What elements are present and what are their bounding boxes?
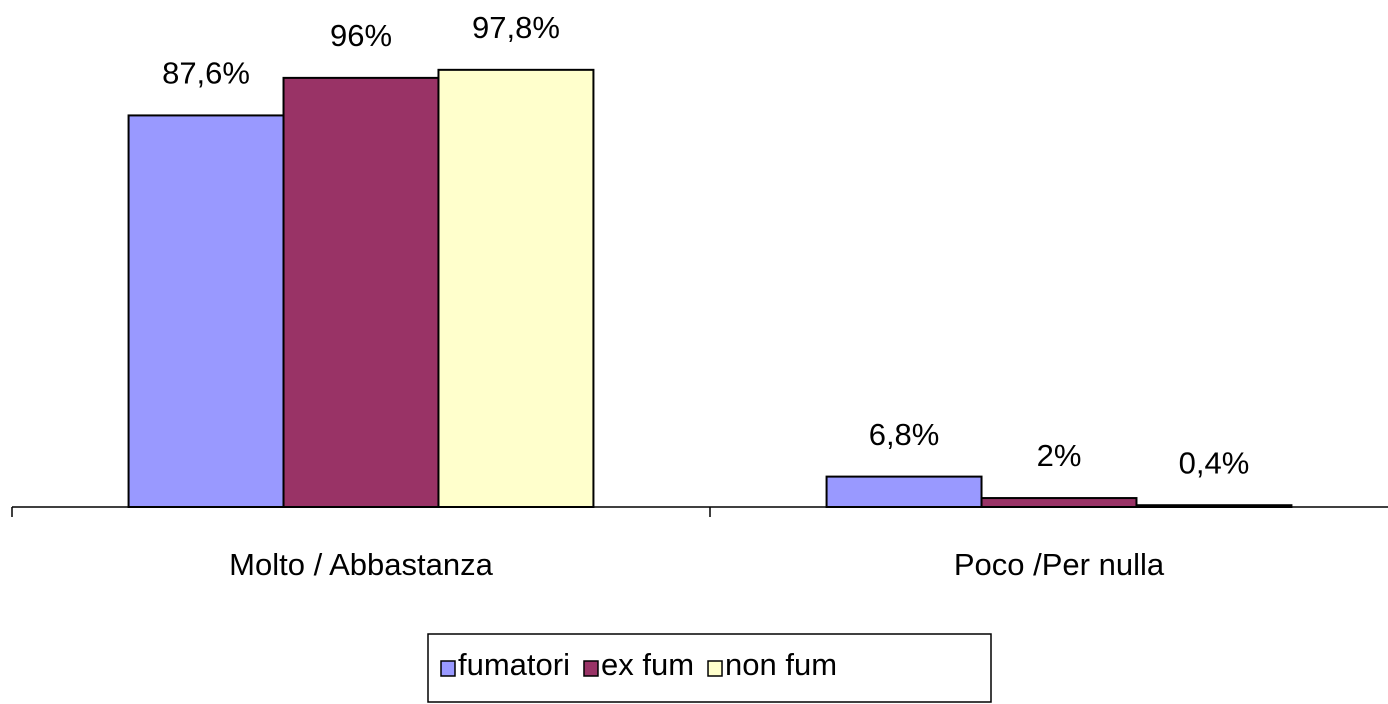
- bar: [825, 475, 983, 509]
- bar: [437, 68, 595, 508]
- bar: [980, 497, 1138, 508]
- legend-swatch: [583, 660, 599, 677]
- legend-label: non fum: [725, 647, 837, 682]
- x-tick-label: Poco /Per nulla: [954, 547, 1165, 582]
- legend-swatch: [440, 660, 456, 677]
- legend-label: ex fum: [601, 647, 694, 682]
- data-label: 0,4%: [1179, 445, 1250, 480]
- bar: [127, 114, 285, 508]
- data-label: 87,6%: [162, 56, 250, 91]
- legend-swatch: [707, 660, 723, 677]
- data-label: 97,8%: [472, 10, 560, 45]
- data-label: 6,8%: [869, 417, 940, 452]
- data-label: 96%: [330, 18, 392, 53]
- data-label: 2%: [1037, 438, 1082, 473]
- legend-label: fumatori: [458, 647, 570, 682]
- x-tick-label: Molto / Abbastanza: [229, 547, 493, 582]
- bar: [282, 76, 440, 508]
